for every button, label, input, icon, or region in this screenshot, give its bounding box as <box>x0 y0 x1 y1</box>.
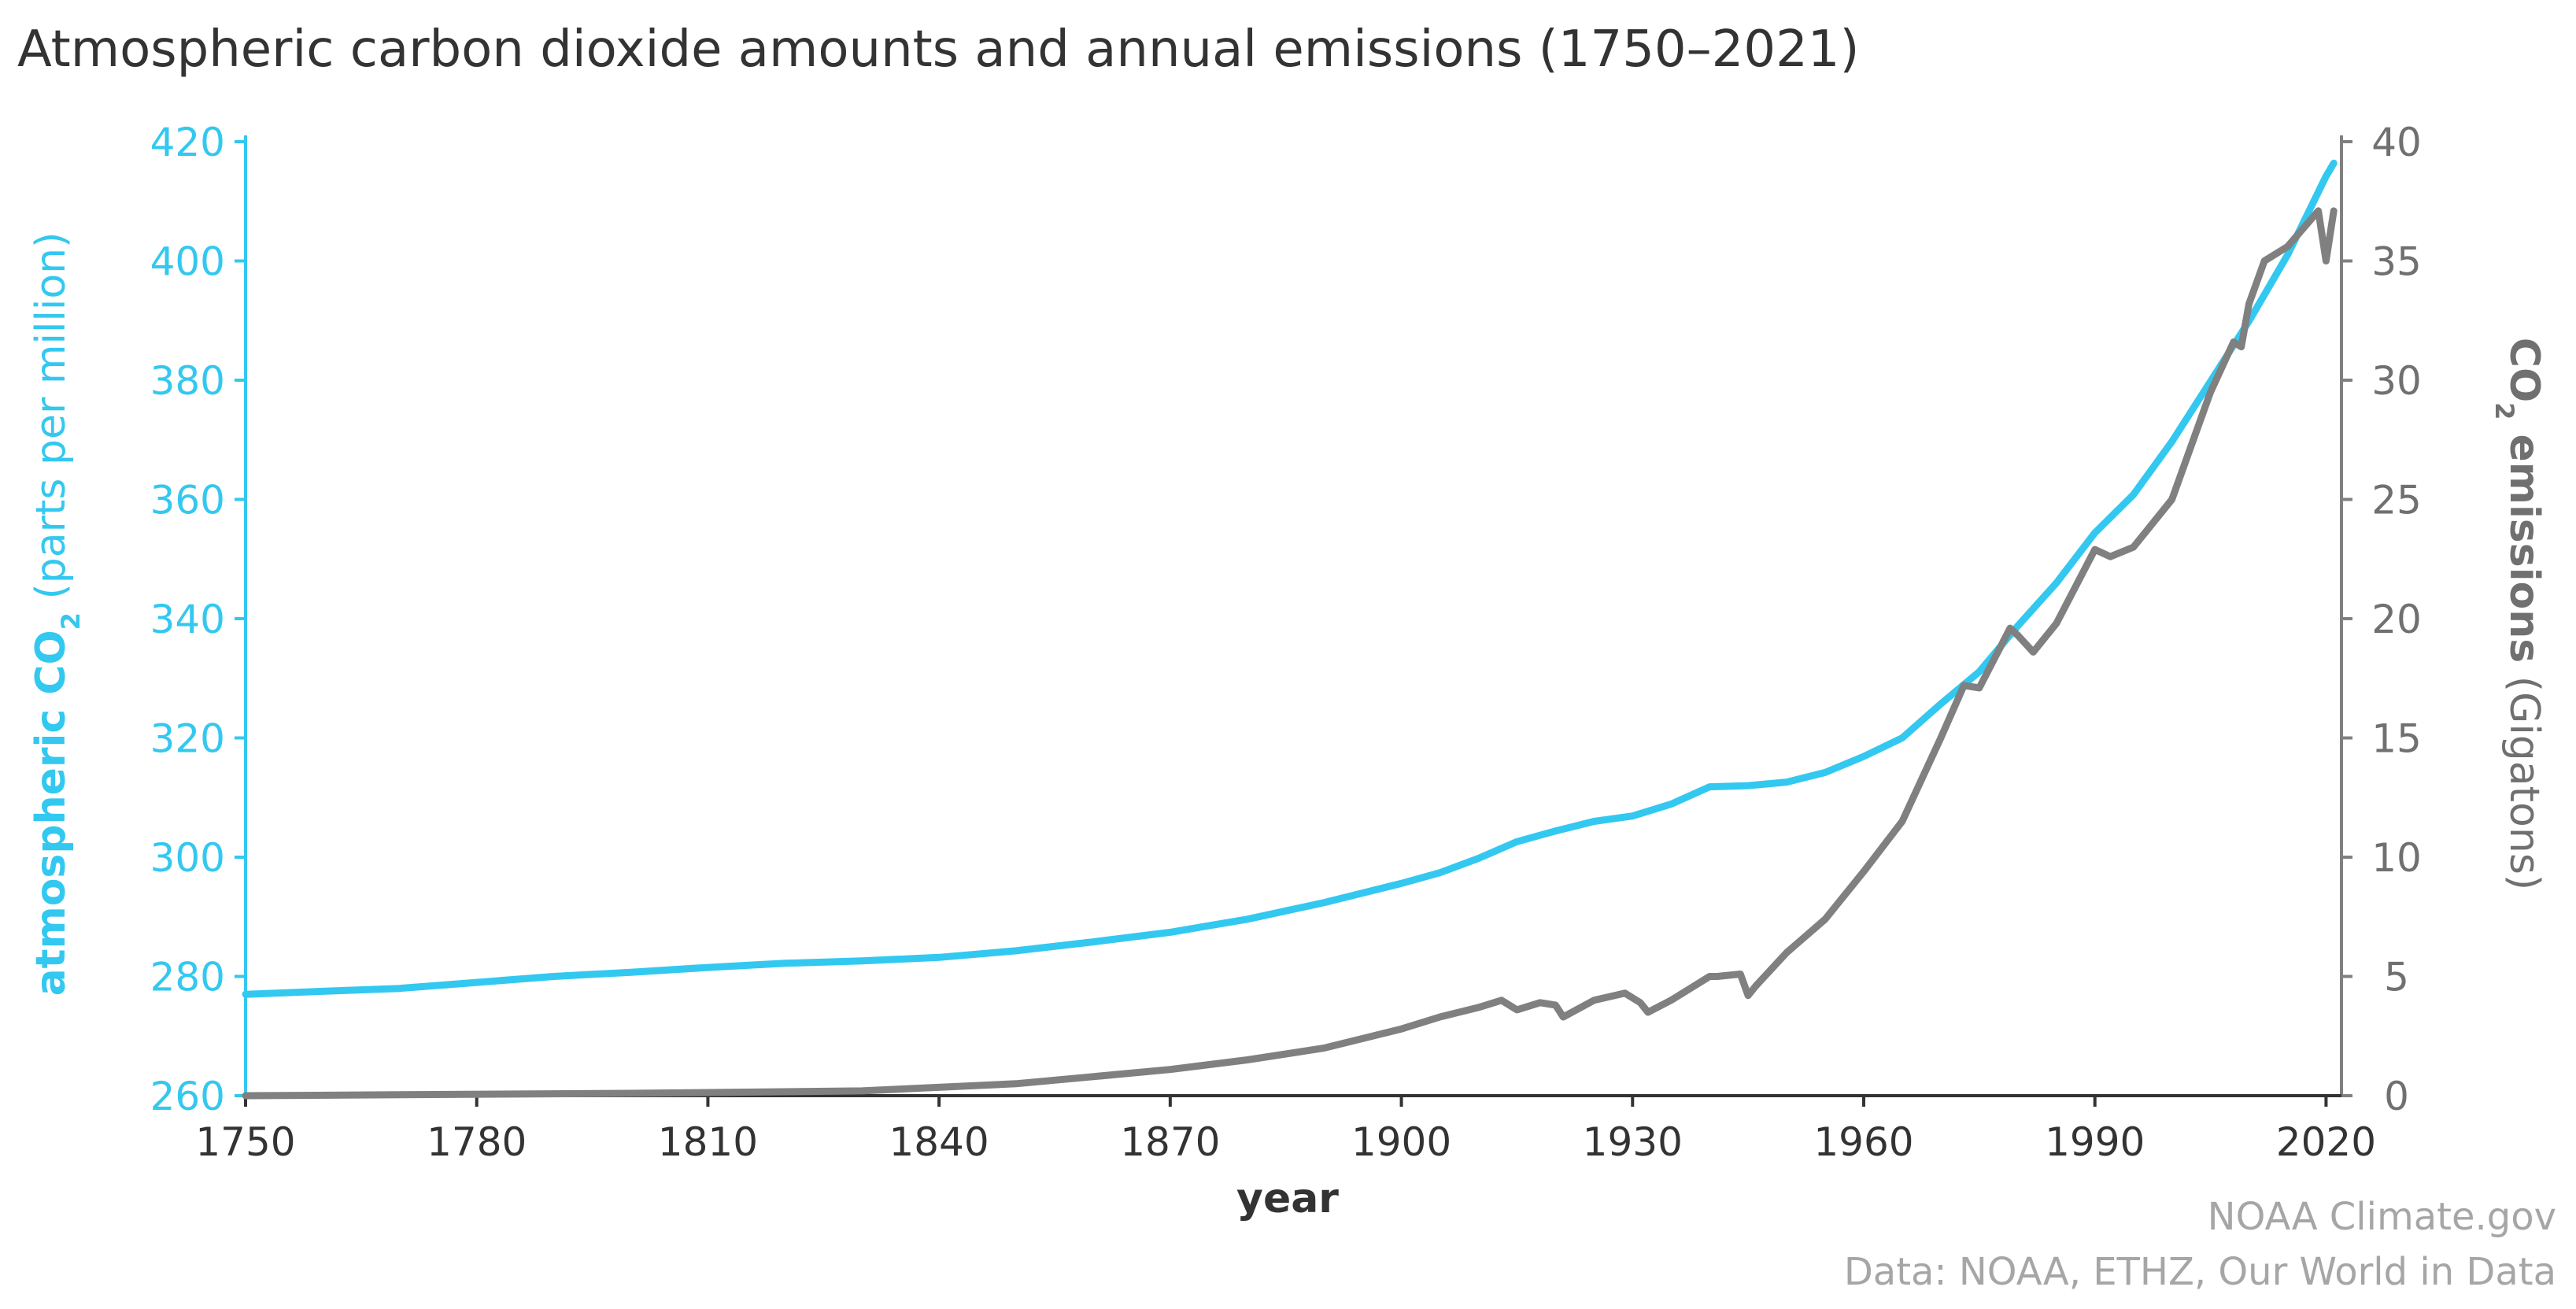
credit-line-2: Data: NOAA, ETHZ, Our World in Data <box>1844 1250 2556 1294</box>
x-tick-label: 1930 <box>1583 1119 1683 1165</box>
x-tick-label: 1870 <box>1120 1119 1220 1165</box>
right-tick-label: 35 <box>2371 239 2422 285</box>
left-tick-label: 360 <box>150 478 225 523</box>
left-tick-label: 320 <box>150 716 225 762</box>
credit-line-1: NOAA Climate.gov <box>2208 1195 2556 1239</box>
right-y-axis: 0 5 10 15 20 25 30 35 40 <box>2340 120 2422 1119</box>
right-tick-label: 20 <box>2371 597 2422 642</box>
left-label-suffix: (parts per million) <box>28 232 75 613</box>
x-tick-label: 1900 <box>1351 1119 1451 1165</box>
x-tick-label: 1780 <box>427 1119 527 1165</box>
x-axis-label: year <box>1236 1175 1339 1222</box>
right-tick-label: 5 <box>2384 955 2409 1000</box>
left-tick-label: 280 <box>150 955 225 1000</box>
left-axis-label: atmospheric CO2 (parts per million) <box>28 232 86 997</box>
right-tick-label: 25 <box>2371 478 2422 523</box>
left-label-prefix: atmospheric CO <box>28 630 75 996</box>
co2-concentration-line <box>242 159 2338 998</box>
right-axis-label: CO2 emissions (Gigatons) <box>2489 338 2548 890</box>
left-tick-label: 300 <box>150 835 225 881</box>
x-axis: 1750 1780 1810 1840 1870 1900 1930 1960 1990 2020 <box>195 1094 2376 1165</box>
left-tick-label: 340 <box>150 597 225 642</box>
right-label-suffix: (Gigatons) <box>2500 663 2548 890</box>
x-tick-label: 2020 <box>2276 1119 2376 1165</box>
left-label-subscript: 2 <box>56 612 86 630</box>
x-tick-label: 1840 <box>889 1119 989 1165</box>
x-tick-label: 1750 <box>195 1119 295 1165</box>
series-layer <box>242 159 2338 1100</box>
left-tick-label: 420 <box>150 120 225 165</box>
co2-emissions-line <box>242 207 2338 1100</box>
x-tick-label: 1990 <box>2045 1119 2145 1165</box>
right-tick-label: 15 <box>2371 716 2422 762</box>
left-tick-label: 380 <box>150 358 225 404</box>
left-tick-label: 260 <box>150 1074 225 1119</box>
right-tick-label: 0 <box>2384 1074 2409 1119</box>
right-tick-label: 10 <box>2371 835 2422 881</box>
right-label-subscript: 2 <box>2489 402 2519 420</box>
x-tick-label: 1960 <box>1813 1119 1913 1165</box>
chart-title: Atmospheric carbon dioxide amounts and a… <box>17 20 1859 79</box>
left-tick-label: 400 <box>150 239 225 285</box>
x-tick-label: 1810 <box>658 1119 758 1165</box>
right-label-bold: emissions <box>2500 420 2548 663</box>
left-y-axis: 260 280 300 320 340 360 380 400 420 <box>150 120 247 1119</box>
right-label-prefix: CO <box>2500 338 2548 402</box>
right-tick-label: 30 <box>2371 358 2422 404</box>
right-tick-label: 40 <box>2371 120 2422 165</box>
